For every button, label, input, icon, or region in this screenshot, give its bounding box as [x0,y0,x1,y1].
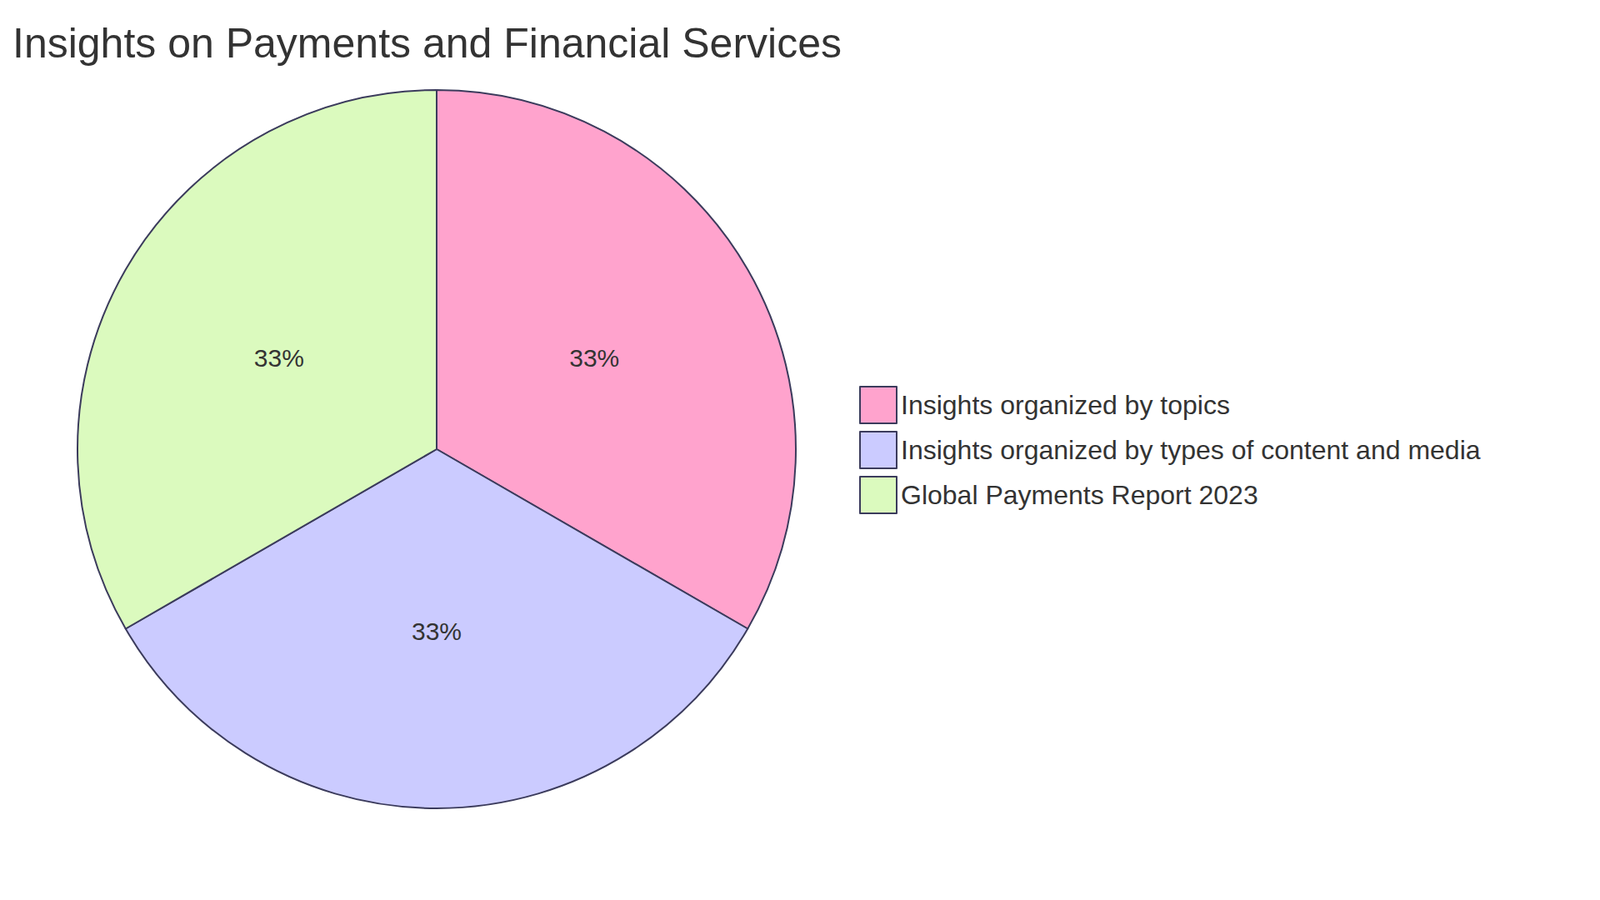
svg-text:Global Payments Report 2023: Global Payments Report 2023 [900,480,1259,510]
svg-text:Insights organized by types of: Insights organized by types of content a… [900,435,1481,465]
svg-text:33%: 33% [254,344,305,372]
svg-text:Insights organized by topics: Insights organized by topics [900,390,1230,420]
svg-text:33%: 33% [411,617,462,645]
svg-text:Insights on Payments and Finan: Insights on Payments and Financial Servi… [12,20,842,67]
svg-text:33%: 33% [569,344,620,372]
